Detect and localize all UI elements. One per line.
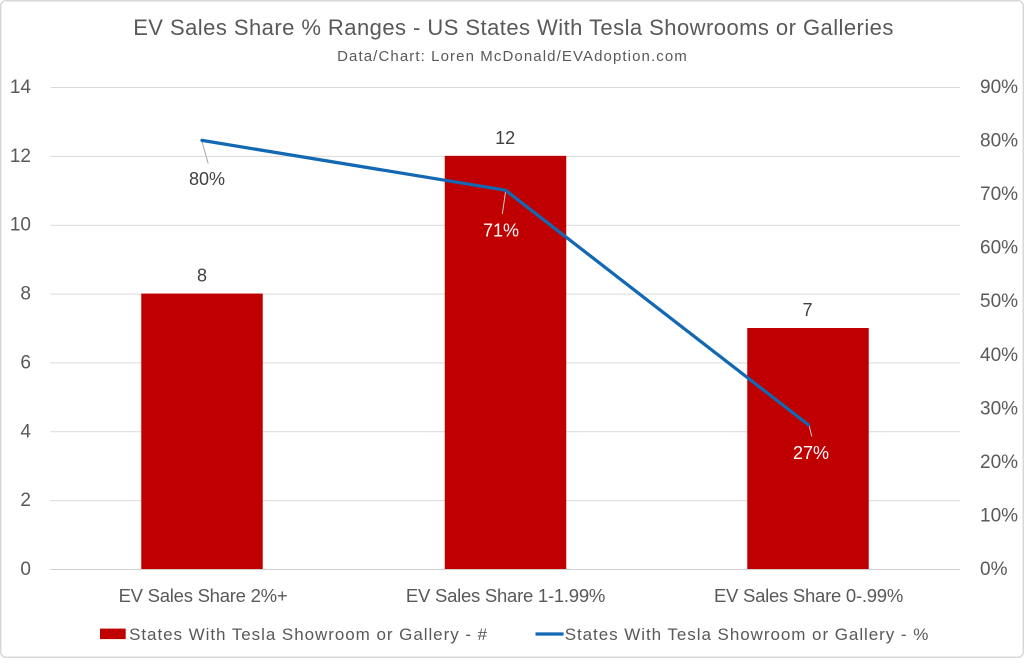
svg-text:0: 0 bbox=[20, 559, 31, 580]
svg-text:10: 10 bbox=[10, 215, 31, 236]
svg-text:12: 12 bbox=[495, 128, 515, 148]
svg-text:80%: 80% bbox=[980, 131, 1018, 152]
svg-text:27%: 27% bbox=[793, 443, 829, 463]
svg-text:20%: 20% bbox=[980, 452, 1018, 473]
svg-text:80%: 80% bbox=[189, 169, 225, 189]
svg-text:30%: 30% bbox=[980, 398, 1018, 419]
svg-text:40%: 40% bbox=[980, 345, 1018, 366]
svg-text:EV Sales Share % Ranges - US S: EV Sales Share % Ranges - US States With… bbox=[133, 15, 894, 40]
svg-text:14: 14 bbox=[10, 77, 32, 98]
svg-text:6: 6 bbox=[20, 352, 31, 373]
svg-text:EV Sales Share 1-1.99%: EV Sales Share 1-1.99% bbox=[406, 585, 605, 606]
svg-text:70%: 70% bbox=[980, 184, 1018, 205]
svg-text:2: 2 bbox=[20, 490, 31, 511]
svg-text:50%: 50% bbox=[980, 291, 1018, 312]
svg-text:8: 8 bbox=[197, 265, 207, 285]
svg-text:90%: 90% bbox=[980, 77, 1018, 98]
svg-text:EV Sales Share 0-.99%: EV Sales Share 0-.99% bbox=[714, 585, 903, 606]
svg-text:12: 12 bbox=[10, 146, 31, 167]
svg-text:10%: 10% bbox=[980, 505, 1018, 526]
svg-text:States With Tesla Showroom or: States With Tesla Showroom or Gallery - … bbox=[129, 625, 488, 644]
svg-text:7: 7 bbox=[802, 300, 812, 320]
svg-text:60%: 60% bbox=[980, 238, 1018, 259]
svg-text:8: 8 bbox=[20, 284, 31, 305]
svg-text:Data/Chart: Loren McDonald/EVA: Data/Chart: Loren McDonald/EVAdoption.co… bbox=[337, 48, 688, 65]
svg-text:EV Sales Share 2%+: EV Sales Share 2%+ bbox=[119, 585, 288, 606]
svg-text:States With Tesla Showroom or: States With Tesla Showroom or Gallery - … bbox=[565, 625, 930, 644]
svg-text:71%: 71% bbox=[483, 221, 519, 241]
svg-text:4: 4 bbox=[20, 421, 31, 442]
svg-text:0%: 0% bbox=[980, 559, 1008, 580]
